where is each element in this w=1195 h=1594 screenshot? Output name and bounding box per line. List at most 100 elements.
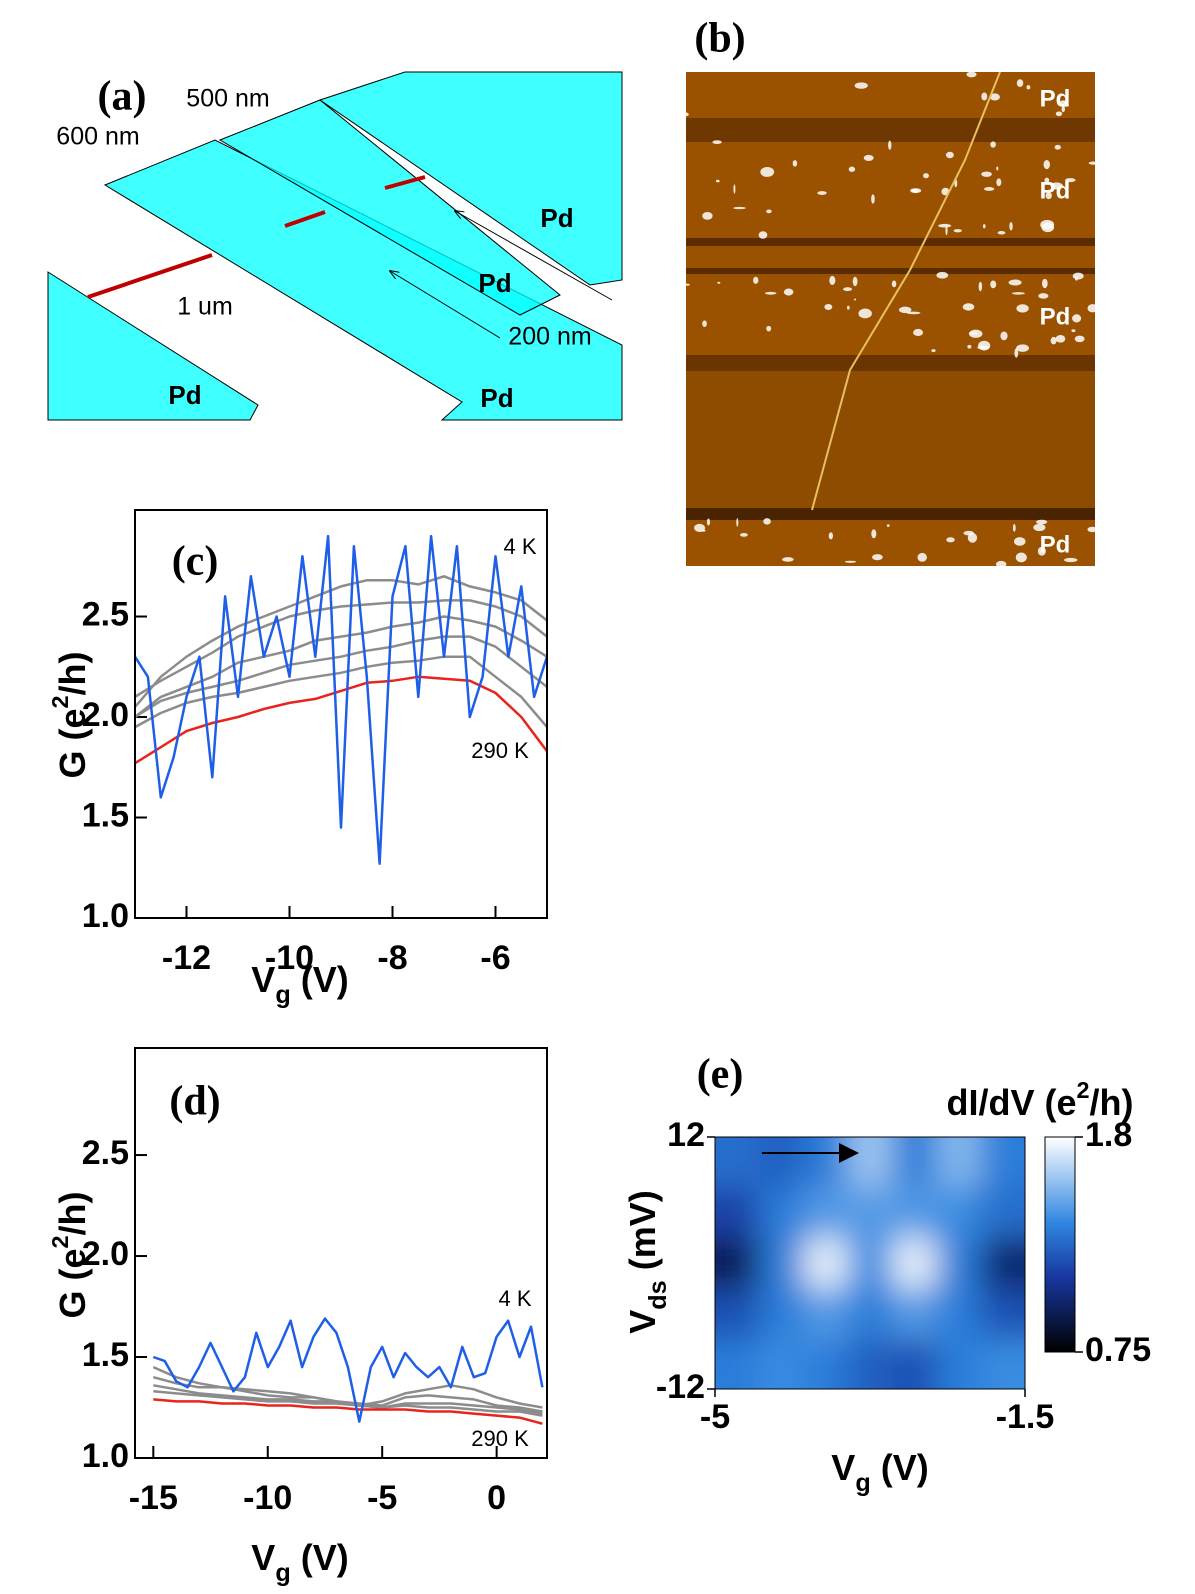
label-unit: (mV) — [622, 1190, 663, 1280]
label-main: V — [622, 1310, 663, 1334]
y-tick-label: 1.0 — [82, 897, 129, 935]
afm-particle — [848, 166, 856, 172]
afm-particle — [817, 191, 827, 195]
afm-particle — [1044, 177, 1050, 183]
heatmap-cell — [892, 1288, 938, 1340]
afm-particle — [1037, 546, 1046, 556]
afm-particle — [1008, 279, 1022, 286]
axis-label: Vg (V) — [251, 959, 348, 1009]
x-tick-label: -12 — [162, 939, 211, 977]
afm-particle — [763, 518, 771, 525]
heatmap-cell — [847, 1137, 894, 1189]
afm-particle — [1054, 144, 1061, 150]
afm-particle — [706, 518, 711, 526]
label-unit: (V) — [291, 959, 349, 1000]
afm-particle — [1075, 276, 1078, 281]
label-sup: 2 — [47, 1235, 73, 1248]
contact-label: Pd — [480, 383, 513, 413]
afm-particle — [702, 320, 707, 327]
heatmap-cell — [759, 1288, 805, 1340]
heatmap-cell — [803, 1288, 849, 1340]
afm-particle — [967, 532, 978, 543]
afm-particle — [712, 140, 722, 145]
plot-area — [135, 534, 547, 865]
heatmap-cell — [980, 1137, 1025, 1189]
label-main: G (e — [52, 708, 93, 778]
afm-particle — [886, 524, 890, 527]
colorbar — [1044, 1136, 1076, 1353]
colorbar-tick-label: 0.75 — [1085, 1331, 1151, 1369]
afm-particle — [906, 311, 921, 315]
afm-particle — [702, 212, 713, 220]
afm-particle — [888, 140, 892, 150]
contact-strip — [218, 99, 561, 316]
plot-area — [152, 1317, 544, 1425]
series-line — [135, 615, 547, 718]
heatmap-cell — [936, 1288, 982, 1340]
afm-particle — [854, 82, 868, 89]
afm-particle — [1013, 537, 1026, 546]
afm-particle — [828, 532, 834, 540]
contact-label: Pd — [540, 203, 573, 233]
afm-band — [686, 508, 1095, 520]
afm-particle — [829, 275, 836, 285]
afm-band — [686, 371, 1095, 509]
panel-label: (c) — [172, 539, 219, 585]
label-main: V — [251, 1537, 275, 1578]
afm-particle — [945, 225, 948, 236]
heatmap-cell — [980, 1237, 1025, 1290]
afm-particle — [740, 532, 748, 537]
contact-label: Pd — [478, 268, 511, 298]
y-tick-label: 2.5 — [82, 1134, 129, 1172]
afm-particle — [898, 306, 912, 314]
contact-pad — [47, 271, 259, 421]
x-tick-label: -15 — [129, 1479, 178, 1517]
afm-particle — [733, 206, 746, 210]
afm-particle — [977, 345, 990, 350]
panel-label: (a) — [98, 74, 147, 120]
y-tick-label: 12 — [667, 1116, 705, 1154]
heatmap-cell — [980, 1288, 1025, 1340]
series-line — [135, 534, 547, 865]
afm-particle — [766, 209, 772, 214]
y-tick-label: 2.5 — [82, 596, 129, 634]
heatmap-cell — [980, 1187, 1025, 1239]
contact-label: Pd — [1040, 531, 1071, 558]
plot-frame — [714, 1136, 1026, 1390]
label-sup: 2 — [47, 695, 73, 708]
afm-particle — [945, 151, 954, 159]
axis-label: G (e2/h) — [47, 651, 92, 778]
afm-particle — [1012, 523, 1016, 532]
nanotube — [384, 175, 426, 190]
heatmap-cell — [759, 1137, 805, 1189]
axis-label: G (e2/h) — [47, 1191, 92, 1318]
afm-particle — [997, 231, 1006, 235]
heatmap-cell — [936, 1237, 982, 1290]
label-unit: /h) — [1090, 1082, 1134, 1123]
y-tick-label: 2.0 — [82, 696, 129, 734]
afm-particle — [963, 530, 975, 536]
panel-label: (d) — [169, 1079, 220, 1125]
series-line — [153, 1398, 543, 1425]
afm-band — [686, 268, 1095, 274]
afm-band — [686, 118, 1095, 142]
afm-particle — [936, 271, 949, 279]
afm-particle — [1016, 79, 1024, 87]
afm-particle — [931, 349, 936, 353]
afm-particle — [736, 518, 739, 527]
heatmap-cell — [847, 1338, 894, 1389]
label-sup: 2 — [1077, 1077, 1090, 1103]
plot-frame — [134, 1047, 548, 1459]
afm-particle — [990, 280, 997, 289]
dimension-label: 500 nm — [186, 85, 269, 113]
dimension-label: 600 nm — [56, 123, 139, 151]
afm-particle — [854, 298, 857, 301]
x-tick-label: -6 — [480, 939, 510, 977]
afm-particle — [863, 154, 874, 162]
afm-particle — [1016, 304, 1029, 313]
afm-particle — [753, 276, 759, 284]
label-sub: g — [275, 981, 290, 1009]
nanotube — [87, 253, 213, 299]
afm-particle — [910, 188, 922, 194]
series-line — [135, 599, 547, 698]
